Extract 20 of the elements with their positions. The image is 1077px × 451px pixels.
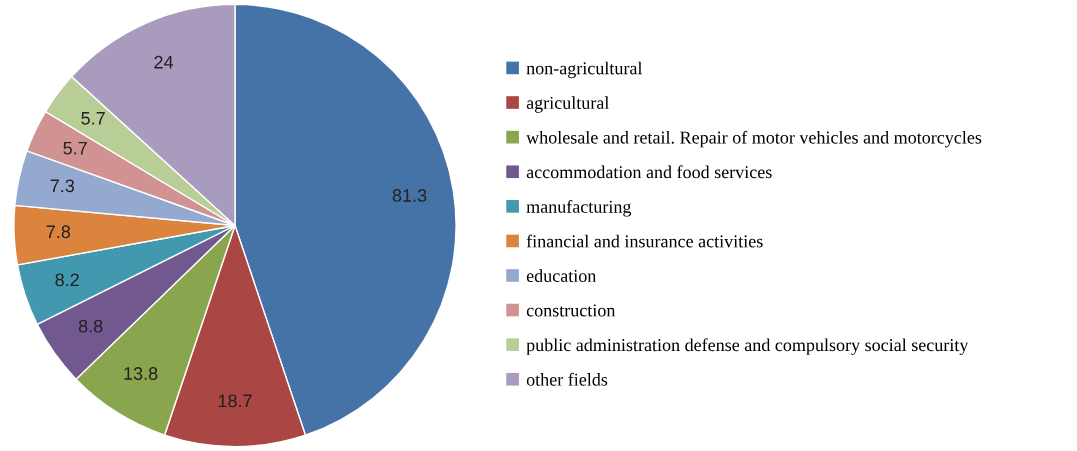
- legend-label: other fields: [526, 372, 608, 386]
- data-label: 8.2: [55, 273, 79, 287]
- legend-label: non-agricultural: [526, 61, 643, 79]
- legend-label: construction: [526, 304, 616, 317]
- legend-label: public administration defense and compulsory social security: [526, 338, 969, 355]
- legend-label: wholesale and retail. Repair of motor vehicles and motorcycles: [526, 130, 982, 148]
- data-label: 5.7: [63, 141, 87, 155]
- data-label: 24: [154, 55, 174, 69]
- legend-label: agricultural: [526, 96, 609, 113]
- data-label: 18.7: [218, 394, 252, 408]
- data-label: 7.3: [50, 179, 75, 193]
- legend-label: manufacturing: [526, 199, 632, 217]
- data-label: 13.8: [124, 367, 158, 380]
- legend-label: financial and insurance activities: [526, 234, 763, 248]
- data-label: 8.8: [78, 319, 103, 333]
- data-label: 81.3: [392, 189, 427, 202]
- legend-label: education: [526, 269, 597, 282]
- legend-label: accommodation and food services: [526, 165, 772, 179]
- data-label: 7.8: [46, 225, 71, 239]
- data-label: 5.7: [81, 112, 105, 125]
